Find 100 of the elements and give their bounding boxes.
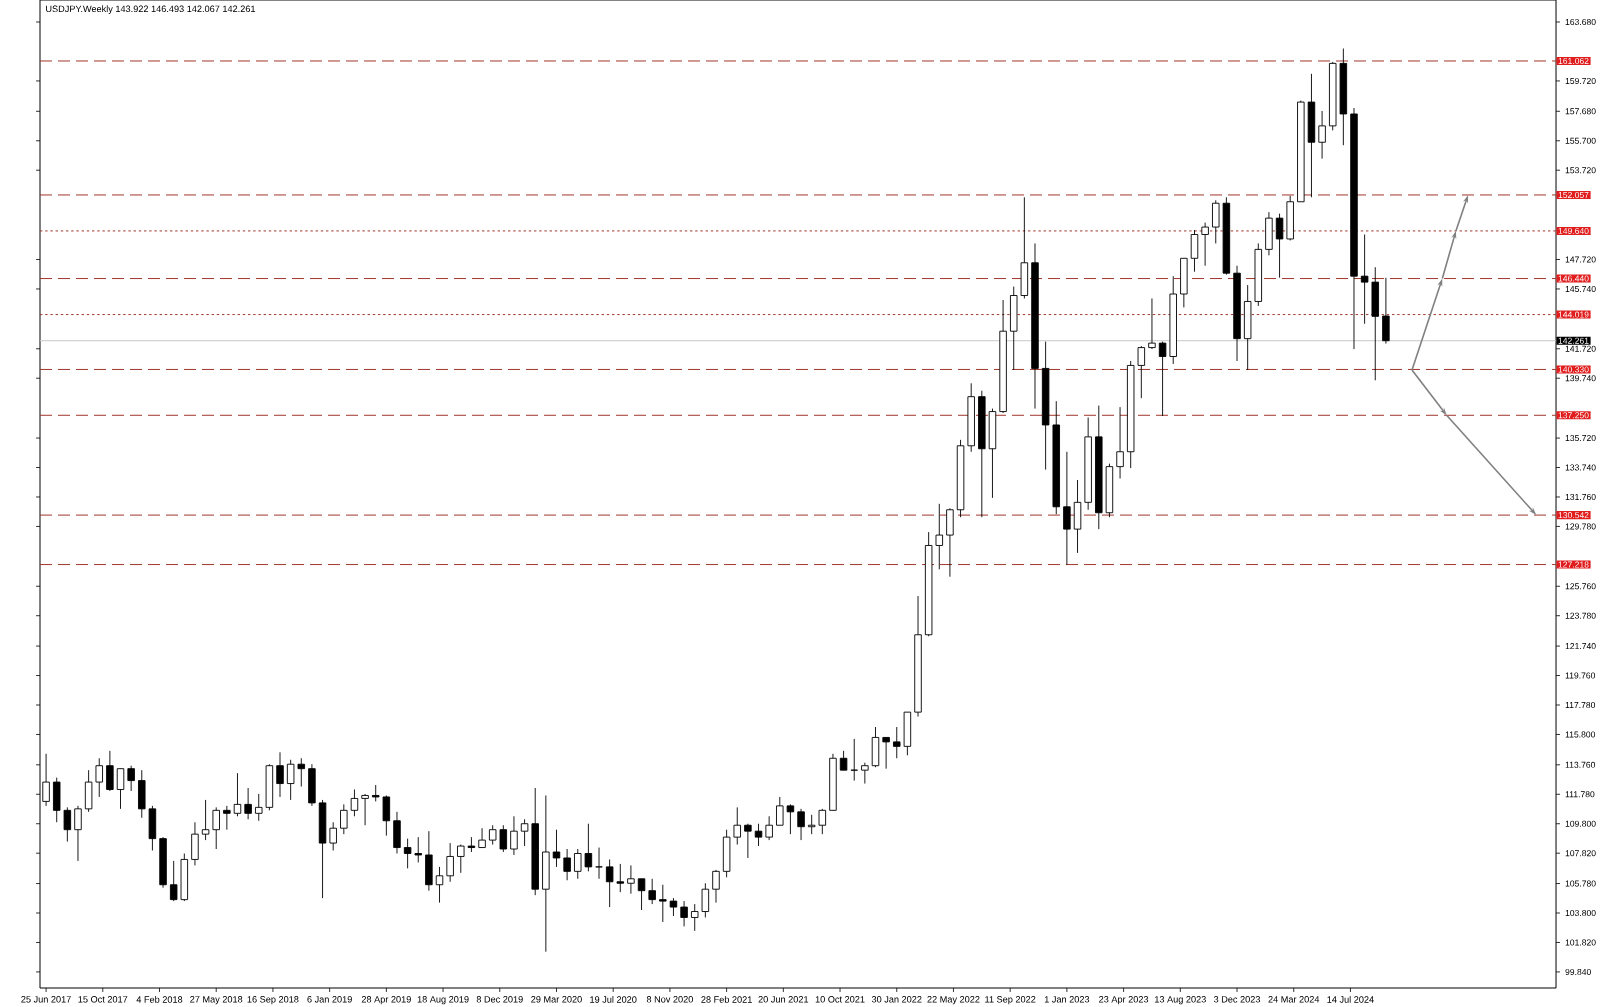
candlestick (744, 823, 752, 859)
x-tick-label: 28 Feb 2021 (701, 996, 752, 1003)
x-tick-label: 8 Nov 2020 (646, 996, 693, 1003)
x-tick-label: 23 Apr 2023 (1099, 996, 1149, 1005)
candlestick (63, 806, 72, 843)
y-tick-label: 119.760 (1565, 672, 1596, 679)
candlestick (1137, 345, 1146, 399)
x-tick-label: 28 Apr 2019 (361, 996, 411, 1005)
y-tick-label: 155.700 (1565, 137, 1596, 144)
candlestick (361, 793, 369, 826)
x-tick-label: 14 Jul 2024 (1327, 996, 1374, 1003)
y-tick-label: 101.820 (1565, 939, 1596, 946)
x-tick-label: 29 Mar 2020 (531, 996, 582, 1003)
candlestick (255, 793, 263, 822)
candlestick (297, 757, 306, 787)
ref-line-label: 142.261 (1558, 337, 1589, 344)
y-tick-label: 133.740 (1565, 464, 1596, 471)
candlestick (637, 878, 646, 911)
candlestick (116, 768, 125, 810)
ref-line-label: 130.542 (1558, 512, 1589, 519)
candlestick (1318, 110, 1326, 160)
y-tick-label: 113.760 (1565, 761, 1596, 768)
candlestick (1148, 298, 1156, 350)
candlestick (169, 860, 178, 902)
y-tick-label: 141.720 (1565, 345, 1596, 352)
candlestick (510, 815, 518, 856)
candlestick (776, 796, 784, 826)
y-tick-label: 129.780 (1565, 523, 1596, 530)
candlestick (403, 838, 412, 869)
y-tick-label: 131.760 (1565, 493, 1596, 501)
x-tick-label: 16 Sep 2018 (247, 996, 299, 1005)
candlestick (212, 806, 220, 850)
candlestick (786, 803, 795, 835)
candlestick (467, 836, 476, 853)
ref-line-label: 149.640 (1558, 227, 1589, 234)
x-tick-label: 27 May 2018 (190, 996, 243, 1005)
ref-line-label: 144.019 (1558, 311, 1589, 318)
candlestick (127, 765, 135, 792)
y-tick-label: 153.720 (1565, 167, 1596, 174)
x-tick-label: 19 Jul 2020 (590, 996, 637, 1003)
x-tick-label: 13 Aug 2023 (1155, 996, 1206, 1005)
y-tick-label: 121.740 (1565, 643, 1596, 650)
y-tick-label: 117.780 (1565, 701, 1596, 709)
candlestick (616, 863, 625, 893)
candlestick (648, 878, 656, 905)
candlestick (499, 824, 508, 853)
candlestick (414, 836, 422, 863)
ref-line-label: 137.250 (1558, 412, 1589, 419)
candlestick (457, 844, 465, 874)
y-tick-label: 135.720 (1565, 435, 1596, 442)
candlestick (1158, 341, 1167, 417)
x-tick-label: 3 Dec 2023 (1213, 996, 1261, 1003)
candlestick (1212, 199, 1220, 244)
candlestick (1201, 222, 1209, 267)
candlestick (478, 827, 486, 848)
x-tick-label: 30 Jan 2022 (871, 996, 922, 1003)
y-tick-label: 107.820 (1565, 850, 1596, 857)
y-tick-label: 105.780 (1565, 880, 1596, 887)
candlestick (818, 808, 827, 835)
candlestick (893, 726, 901, 759)
candlestick (233, 772, 242, 817)
y-tick-label: 123.780 (1565, 612, 1596, 619)
candlestick (244, 787, 252, 820)
ref-line-label: 140.330 (1558, 366, 1589, 373)
candlestick (435, 866, 444, 904)
candlestick (488, 824, 497, 846)
candlestick (340, 803, 348, 835)
x-tick-label: 10 Oct 2021 (815, 996, 865, 1003)
y-tick-label: 157.680 (1565, 108, 1596, 115)
candlestick (584, 823, 593, 872)
candlestick (276, 751, 284, 798)
candlestick (563, 848, 571, 881)
candlestick (201, 799, 210, 841)
candlestick (754, 823, 763, 847)
candlestick (733, 806, 741, 846)
x-tick-label: 8 Dec 2019 (476, 996, 523, 1003)
ref-line-label: 161.062 (1558, 57, 1589, 65)
candlestick (552, 829, 561, 868)
candlestick (605, 858, 614, 908)
candlestick (74, 805, 82, 862)
x-tick-label: 1 Jan 2023 (1044, 996, 1090, 1003)
candlestick (286, 759, 295, 801)
candlestick (1116, 406, 1124, 479)
candlestick (712, 869, 720, 904)
candlestick (106, 750, 114, 792)
y-tick-label: 159.720 (1565, 77, 1596, 84)
ref-line-label: 152.057 (1558, 191, 1589, 198)
y-tick-label: 103.800 (1565, 909, 1596, 917)
candlestick (446, 842, 454, 883)
x-tick-label: 22 May 2022 (927, 996, 980, 1005)
candlestick (223, 805, 231, 831)
candlestick (1360, 234, 1369, 325)
ref-line-label: 146.440 (1558, 275, 1589, 282)
y-tick-label: 145.740 (1565, 285, 1596, 292)
y-tick-label: 111.780 (1565, 791, 1595, 798)
candlestick (807, 814, 816, 835)
y-tick-label: 109.800 (1565, 820, 1596, 827)
candlestick (574, 848, 582, 880)
candlestick (935, 503, 944, 570)
y-tick-label: 99.840 (1565, 968, 1591, 975)
